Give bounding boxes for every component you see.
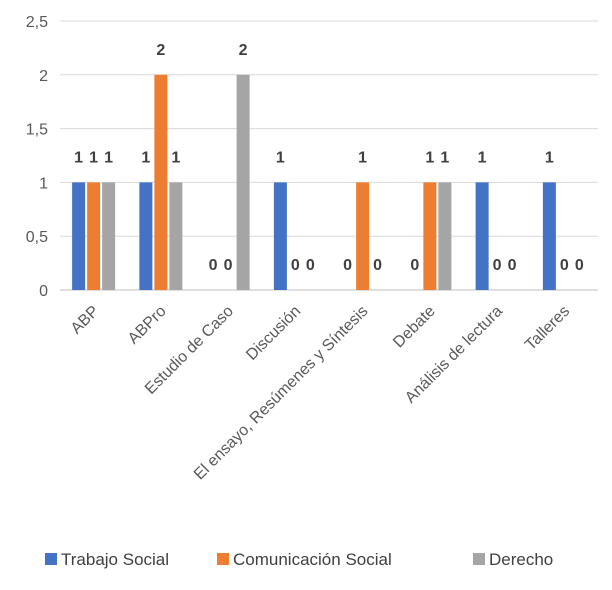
data-label: 1 <box>74 149 83 166</box>
data-label: 1 <box>545 149 554 166</box>
bar <box>87 182 101 290</box>
data-label: 2 <box>156 42 165 59</box>
data-label: 1 <box>425 149 434 166</box>
y-tick-label: 2,5 <box>26 14 48 31</box>
y-tick-label: 1,5 <box>26 122 48 139</box>
legend-swatch <box>45 553 57 565</box>
legend-swatch <box>473 553 485 565</box>
bar <box>423 182 437 290</box>
x-category-label: Debate <box>390 303 439 352</box>
x-category-label: Discusión <box>243 303 304 364</box>
data-label: 1 <box>89 149 98 166</box>
data-label: 2 <box>239 42 248 59</box>
data-label: 0 <box>560 257 569 274</box>
legend-label: Derecho <box>489 550 553 569</box>
x-category-label: Talleres <box>522 303 573 354</box>
bar <box>475 182 489 290</box>
y-axis: 0 0,5 1 1,5 2 2,5 <box>26 14 48 300</box>
data-label: 0 <box>209 257 218 274</box>
data-label: 0 <box>306 257 315 274</box>
bar <box>102 182 116 290</box>
bars <box>72 74 556 290</box>
bar <box>72 182 86 290</box>
bar <box>169 182 183 290</box>
data-label: 0 <box>508 257 517 274</box>
data-label: 1 <box>358 149 367 166</box>
data-label: 1 <box>104 149 113 166</box>
data-label: 1 <box>440 149 449 166</box>
bar <box>236 74 250 290</box>
legend: Trabajo Social Comunicación Social Derecho <box>45 550 553 569</box>
y-tick-label: 0 <box>39 283 48 300</box>
data-label: 0 <box>224 257 233 274</box>
data-label: 1 <box>171 149 180 166</box>
data-label: 0 <box>291 257 300 274</box>
data-label: 0 <box>575 257 584 274</box>
bar <box>542 182 556 290</box>
legend-label: Trabajo Social <box>61 550 169 569</box>
y-tick-label: 2 <box>39 68 48 85</box>
data-label: 1 <box>478 149 487 166</box>
bar <box>438 182 452 290</box>
data-label: 1 <box>276 149 285 166</box>
legend-label: Comunicación Social <box>233 550 392 569</box>
data-label: 0 <box>373 257 382 274</box>
y-tick-label: 1 <box>39 175 48 192</box>
legend-swatch <box>217 553 229 565</box>
data-label: 0 <box>493 257 502 274</box>
bar <box>154 74 168 290</box>
bar <box>356 182 370 290</box>
x-category-label: ABPro <box>125 303 170 348</box>
y-tick-label: 0,5 <box>26 229 48 246</box>
data-label: 0 <box>410 257 419 274</box>
x-category-label: ABP <box>68 303 103 338</box>
bar <box>139 182 153 290</box>
data-label: 1 <box>141 149 150 166</box>
data-label: 0 <box>343 257 352 274</box>
bar <box>273 182 287 290</box>
